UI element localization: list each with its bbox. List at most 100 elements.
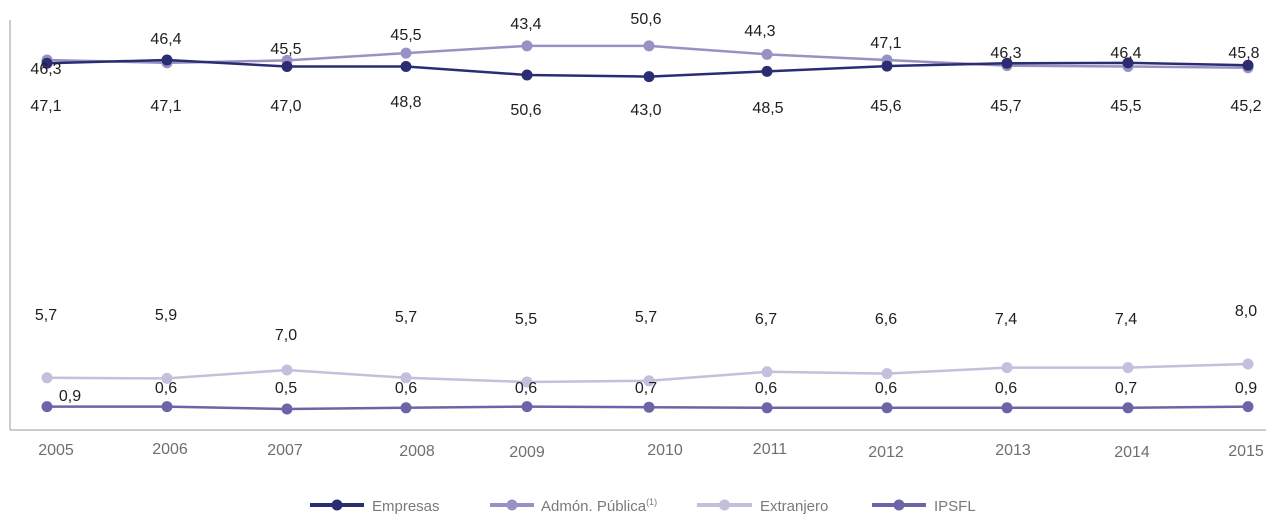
data-label: 5,7 [35,307,57,324]
data-point [1001,57,1013,69]
series-lines [46,44,1249,411]
x-tick-label: 2008 [399,443,435,460]
data-point [521,401,533,413]
data-point [761,366,773,378]
x-tick-labels: 2005 2006 2007 2008 2009 2010 2011 2012 2013 2014… [38,441,1264,461]
legend-label: Admón. Pública(1) [541,497,657,514]
data-point [1122,402,1134,414]
data-label: 46,4 [1110,45,1141,62]
data-point [161,54,173,66]
series-points [41,40,1254,415]
legend-swatch-marker [331,499,343,511]
data-point [521,40,533,52]
data-label: 44,3 [744,23,775,40]
data-label: 45,5 [1110,98,1141,115]
x-tick-label: 2005 [38,442,74,459]
legend-label: Empresas [372,498,440,514]
data-label: 48,8 [390,94,421,111]
data-label: 0,7 [1115,380,1137,397]
data-point [1001,402,1013,414]
data-point [761,402,773,414]
data-point [400,372,412,384]
data-label: 46,3 [990,45,1021,62]
data-point [1122,57,1134,69]
data-label: 0,9 [59,388,81,405]
data-label: 0,9 [1235,380,1257,397]
x-tick-label: 2011 [753,441,788,458]
data-point [281,403,293,415]
x-tick-label: 2009 [509,444,545,461]
x-tick-label: 2015 [1228,443,1264,460]
legend-label: IPSFL [934,498,976,514]
data-label: 0,6 [875,380,897,397]
data-point [400,402,412,414]
data-point [281,60,293,72]
data-label: 45,6 [870,98,901,115]
legend-item-adm-n-p-blica: Admón. Pública(1) [490,497,657,514]
data-label: 7,4 [1115,311,1137,328]
data-point [1242,401,1254,413]
data-label: 0,7 [635,380,657,397]
data-label: 6,7 [755,311,777,328]
data-label: 47,0 [270,98,301,115]
data-point [761,65,773,77]
data-label: 45,8 [1228,45,1259,62]
data-label: 0,5 [275,380,297,397]
data-label: 0,6 [395,380,417,397]
data-point [881,402,893,414]
data-point [400,60,412,72]
data-label: 6,6 [875,311,897,328]
data-point [643,40,655,52]
data-point [41,57,53,69]
data-label: 47,1 [870,35,901,52]
data-point [643,401,655,413]
data-label: 46,4 [150,31,181,48]
data-label: 45,5 [270,41,301,58]
data-point [1242,59,1254,71]
data-point [161,401,173,413]
data-point [761,48,773,60]
legend-item-empresas: Empresas [310,498,440,514]
data-point [881,60,893,72]
legend-item-extranjero: Extranjero [697,498,828,514]
data-label: 8,0 [1235,303,1257,320]
data-label: 50,6 [510,102,541,119]
data-point [1242,358,1254,370]
data-point [281,364,293,376]
data-label: 47,1 [30,98,61,115]
data-label: 43,4 [510,16,541,33]
data-label: 43,0 [630,102,661,119]
x-tick-label: 2006 [152,441,188,458]
data-label: 0,6 [995,380,1017,397]
legend-swatch-marker [719,499,730,511]
data-label: 45,7 [990,98,1021,115]
legend-label: Extranjero [760,498,828,514]
x-tick-label: 2014 [1114,444,1150,461]
data-point [521,69,533,81]
data-point [521,376,533,388]
x-tick-label: 2013 [995,442,1031,459]
data-label: 0,6 [515,380,537,397]
data-point [1001,362,1013,374]
data-point [41,372,53,384]
x-tick-label: 2010 [647,442,683,459]
data-point [161,372,173,384]
data-point [400,47,412,59]
data-label: 5,5 [515,311,537,328]
data-label: 0,6 [155,380,177,397]
data-label: 45,5 [390,27,421,44]
data-label: 5,7 [635,309,657,326]
data-point [881,368,893,380]
x-tick-label: 2007 [267,442,303,459]
legend-item-ipsfl: IPSFL [872,498,976,514]
data-point [1122,362,1134,374]
data-label: 7,0 [275,327,297,344]
data-label: 45,2 [1230,98,1261,115]
data-label: 0,6 [755,380,777,397]
data-point [643,71,655,83]
data-label: 7,4 [995,311,1017,328]
legend: Empresas Admón. Pública(1) Extranjero IPSFL [310,497,976,514]
data-label: 50,6 [630,11,661,28]
data-point [41,401,53,413]
